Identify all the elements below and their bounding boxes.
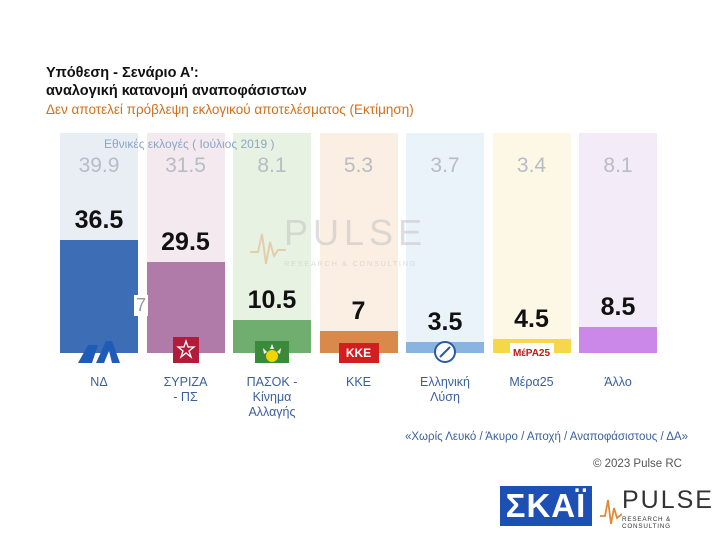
party-label-line: Μέρα25 — [509, 375, 554, 389]
party-label-line: ΣΥΡΙΖΑ — [163, 375, 208, 389]
column-bg-elliniki-lysi — [406, 133, 484, 353]
chart-subtitle: Δεν αποτελεί πρόβλεψη εκλογικού αποτελέσ… — [46, 102, 414, 117]
party-label-line: - ΠΣ — [173, 390, 198, 404]
kke-logo-text: ΚΚΕ — [345, 346, 372, 360]
previous-value-elliniki-lysi: 3.7 — [430, 154, 460, 177]
skai-logo: ΣΚΑΪ — [500, 486, 592, 526]
party-label-line: ΠΑΣΟΚ - — [246, 375, 298, 389]
mera25-logo-text: ΜέΡΑ25 — [512, 347, 551, 359]
previous-value-nd: 39.9 — [78, 154, 120, 177]
party-label-line: Ελληνική — [419, 375, 471, 389]
footnote: «Χωρίς Λευκό / Άκυρο / Αποχή / Αναποφάσι… — [404, 431, 688, 443]
party-label-line: ΚΚΕ — [345, 375, 371, 389]
current-value-pasok: 10.5 — [247, 286, 297, 315]
party-label-line: ΝΔ — [90, 375, 108, 389]
previous-value-mera25: 3.4 — [516, 154, 547, 177]
pulse-logo: PULSE RESEARCH & CONSULTING — [600, 486, 712, 530]
syriza-annotation: 7 — [134, 295, 148, 316]
column-bg-pasok — [233, 133, 311, 353]
title-line-2: αναλογική κατανομή αναποφάσιστων — [46, 83, 307, 99]
party-label-line: Λύση — [430, 390, 460, 404]
syriza-logo-icon — [172, 337, 199, 363]
party-label-elliniki-lysi: Ελληνική Λύση — [406, 375, 484, 405]
pulse-watermark: PULSE RESEARCH & CONSULTING — [250, 212, 422, 272]
previous-value-allo: 8.1 — [603, 154, 633, 177]
copyright: © 2023 Pulse RC — [592, 458, 682, 470]
party-label-kke: ΚΚΕ — [320, 375, 398, 390]
chart-title: Υπόθεση - Σενάριο Α': αναλογική κατανομή… — [46, 64, 307, 100]
party-label-line: Άλλο — [604, 375, 632, 389]
column-bg-mera25 — [492, 133, 571, 353]
pulse-logo-wave-icon — [600, 499, 622, 525]
party-label-line: Αλλαγής — [248, 405, 296, 419]
previous-value-syriza: 31.5 — [165, 154, 206, 177]
current-value-syriza: 29.5 — [161, 227, 210, 256]
elliniki-lysi-logo-icon — [434, 341, 456, 363]
party-label-line: Κίνημα — [252, 390, 292, 404]
pulse-logo-subtext: RESEARCH & CONSULTING — [622, 516, 671, 530]
bar-allo[interactable] — [579, 326, 657, 353]
current-value-mera25: 4.5 — [514, 305, 549, 334]
current-value-kke: 7 — [351, 297, 366, 326]
column-bg-kke — [319, 133, 398, 353]
bar-nd[interactable] — [60, 239, 138, 353]
pasok-logo-icon — [255, 341, 289, 363]
watermark-text: PULSE — [284, 212, 428, 253]
kke-logo-icon: ΚΚΕ — [338, 343, 379, 363]
party-label-syriza: ΣΥΡΙΖΑ - ΠΣ — [147, 375, 225, 405]
previous-value-pasok: 8.1 — [257, 154, 287, 177]
pulse-wave-icon — [250, 233, 286, 265]
party-label-pasok: ΠΑΣΟΚ - Κίνημα Αλλαγής — [233, 375, 311, 420]
current-value-nd: 36.5 — [74, 205, 124, 234]
previous-value-kke: 5.3 — [343, 154, 374, 177]
previous-election-caption: Εθνικές εκλογές ( Ιούλιος 2019 ) — [104, 137, 275, 151]
watermark-subtext: RESEARCH & CONSULTING — [284, 259, 418, 268]
current-value-elliniki-lysi: 3.5 — [427, 308, 463, 337]
party-label-mera25: Μέρα25 — [493, 375, 571, 390]
nd-logo-icon — [78, 339, 120, 363]
pulse-logo-text: PULSE — [622, 486, 714, 514]
party-label-nd: ΝΔ — [60, 375, 138, 390]
title-line-1: Υπόθεση - Σενάριο Α': — [46, 65, 199, 81]
current-value-allo: 8.5 — [600, 292, 636, 321]
party-label-allo: Άλλο — [579, 375, 657, 390]
column-bg-allo — [579, 133, 657, 353]
mera25-logo-icon: ΜέΡΑ25 — [509, 343, 554, 363]
